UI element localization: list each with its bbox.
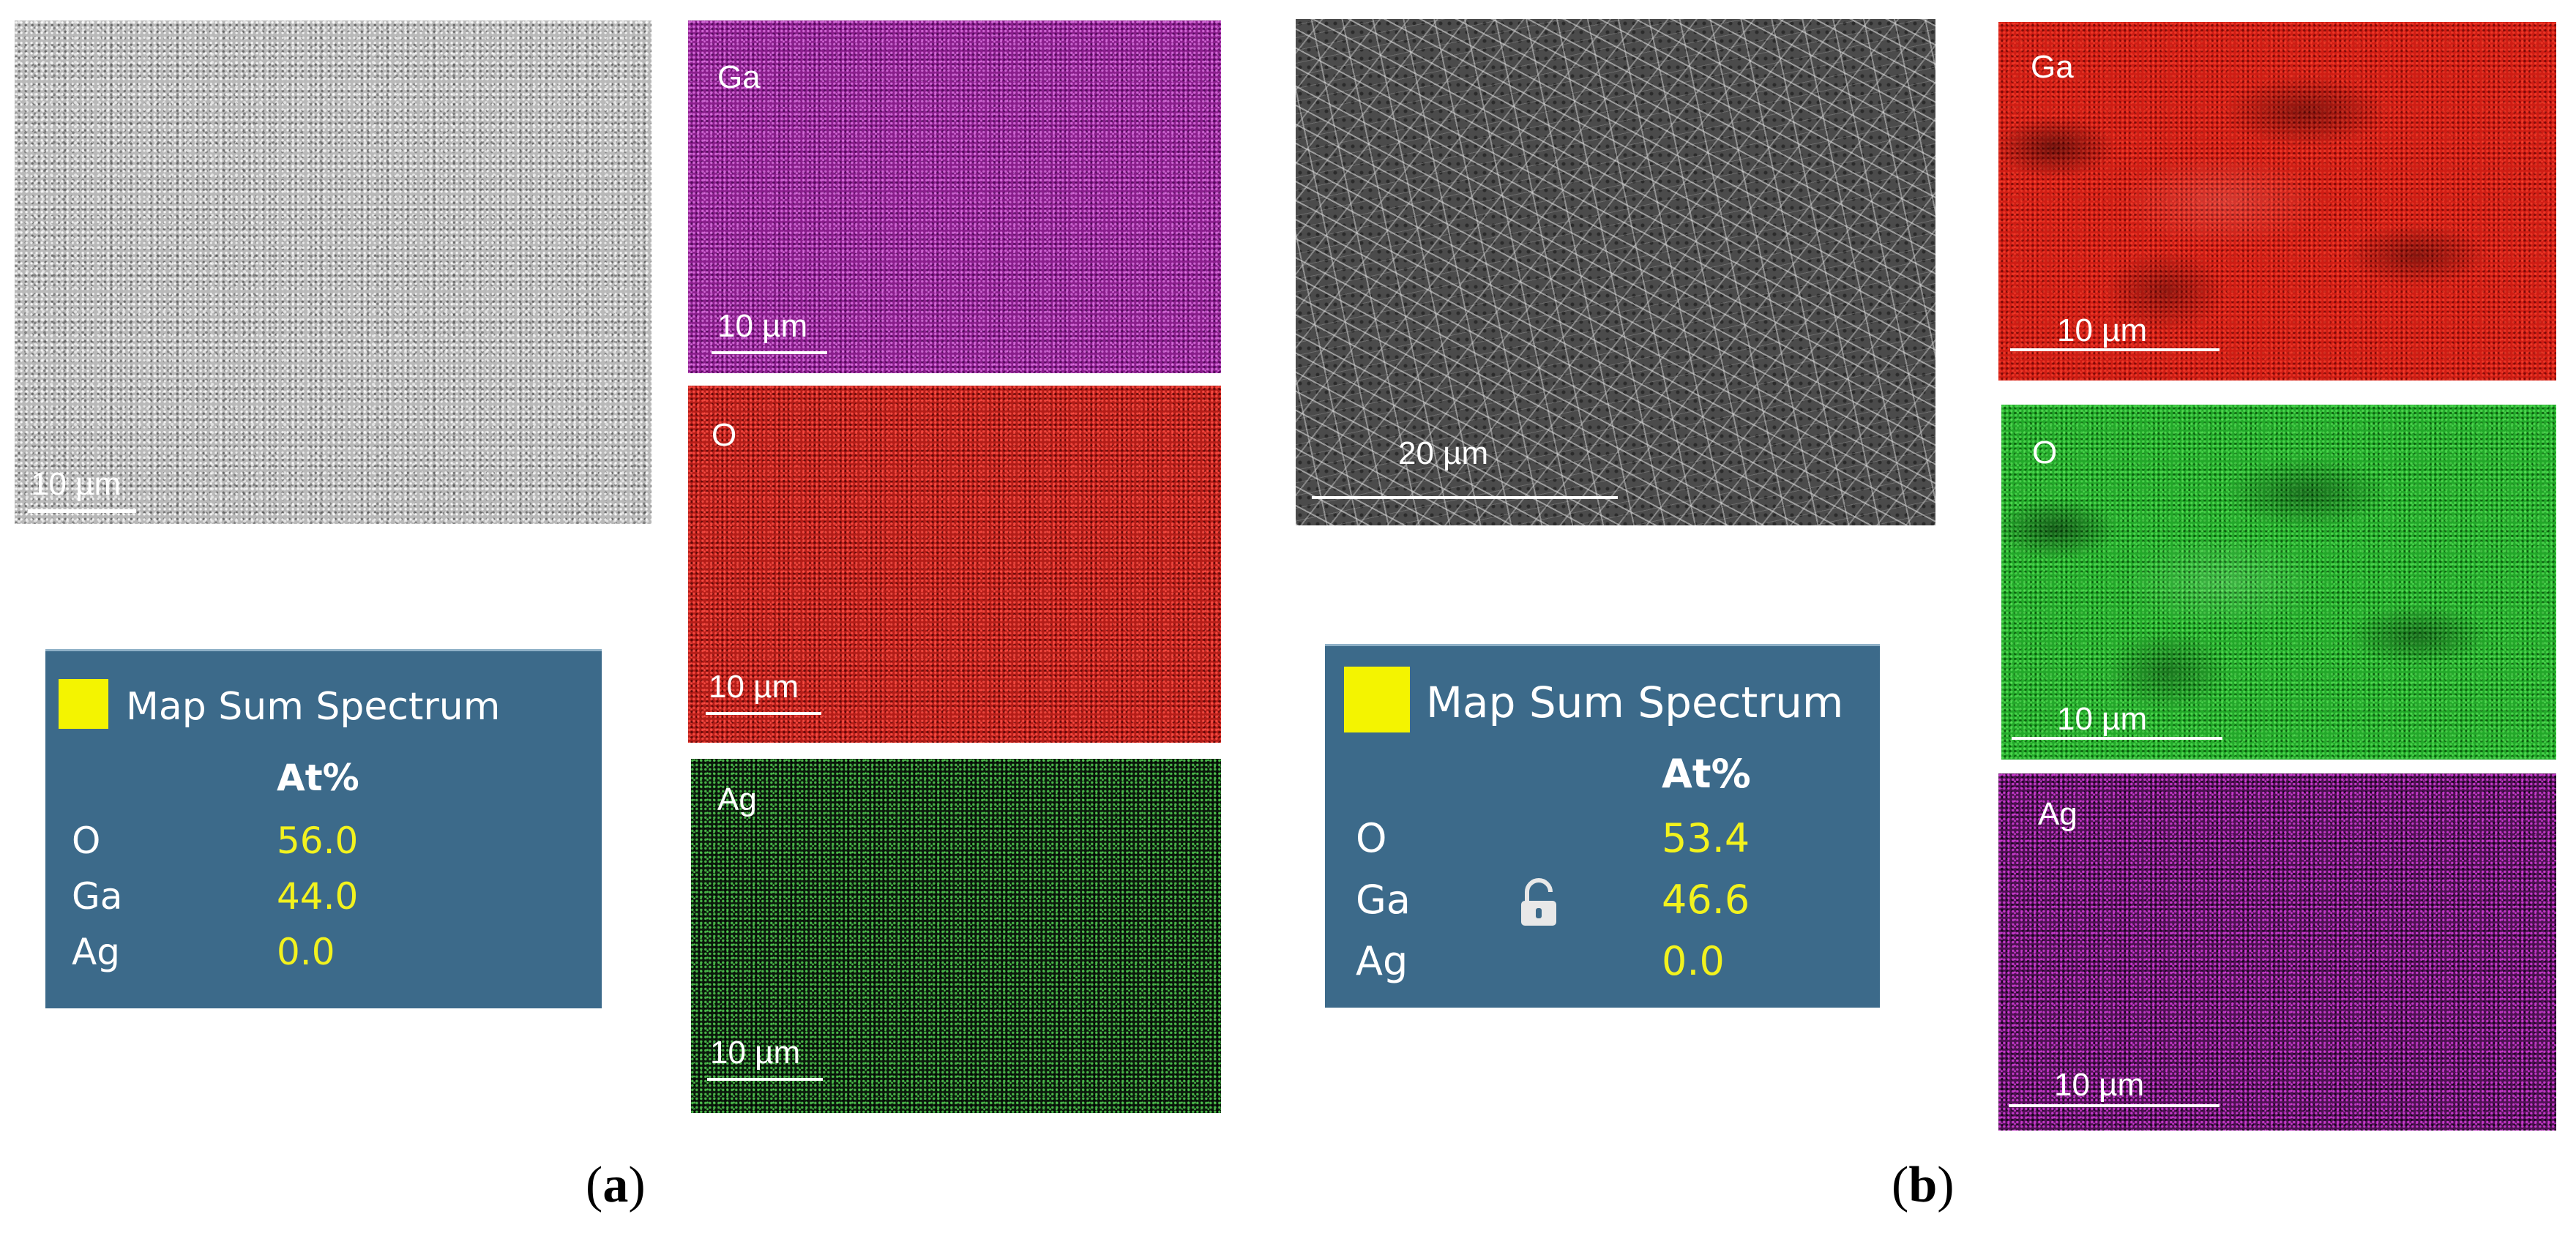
map-element-label: Ag: [717, 782, 757, 817]
map-scalebar-line: [712, 351, 827, 354]
map-scalebar-line: [2012, 737, 2222, 740]
map-scalebar-label: 10 µm: [2057, 701, 2148, 737]
map-scalebar-label: 10 µm: [2054, 1067, 2145, 1103]
spectrum-row-element: Ag: [72, 931, 120, 973]
spectrum-title: Map Sum Spectrum: [1426, 678, 1844, 727]
spectrum-column-header: At%: [1662, 751, 1751, 797]
spectrum-row-value: 44.0: [277, 875, 359, 918]
eds-map-b-ga: Ga 10 µm: [1998, 22, 2556, 381]
spectrum-row-element: Ga: [1356, 877, 1411, 923]
spectrum-row-value: 56.0: [277, 820, 359, 862]
spectrum-row-element: O: [1356, 815, 1387, 861]
spectrum-title: Map Sum Spectrum: [126, 685, 501, 729]
eds-map-b-ag: Ag 10 µm: [1998, 773, 2556, 1131]
map-density-shading: [2001, 405, 2556, 760]
map-texture: [688, 386, 1221, 743]
spectrum-column-header: At%: [277, 757, 359, 799]
panel-caption-b: (b): [1892, 1156, 1955, 1215]
sem-texture-b: [1296, 19, 1935, 525]
map-texture: [1998, 773, 2556, 1131]
sem-scalebar-label-a: 10 µm: [31, 466, 122, 502]
caption-paren-open: (: [586, 1157, 603, 1213]
spectrum-row-value: 0.0: [277, 931, 335, 973]
spectrum-row-value: 0.0: [1662, 938, 1725, 984]
map-scalebar-label: 10 µm: [710, 1035, 801, 1071]
map-scalebar-line: [2009, 1104, 2220, 1107]
spectrum-row-value: 46.6: [1662, 877, 1750, 923]
sem-image-b: 20 µm: [1296, 19, 1935, 525]
spectrum-table-a: Map Sum Spectrum At% O 56.0 Ga 44.0 Ag 0…: [45, 649, 602, 1008]
eds-map-a-ag: Ag 10 µm: [691, 759, 1221, 1113]
spectrum-color-swatch: [59, 679, 108, 729]
spectrum-row-element: Ag: [1356, 938, 1408, 984]
caption-paren-close: ): [1937, 1157, 1955, 1213]
spectrum-row-value: 53.4: [1662, 815, 1750, 861]
spectrum-color-swatch: [1344, 667, 1410, 732]
map-element-label: Ga: [2031, 49, 2074, 85]
map-scalebar-label: 10 µm: [709, 669, 799, 705]
caption-letter: b: [1908, 1157, 1938, 1213]
sem-scalebar-line-b: [1312, 496, 1618, 499]
map-element-label: Ga: [717, 59, 761, 95]
map-scalebar-label: 10 µm: [2057, 312, 2148, 348]
map-element-label: O: [2032, 435, 2058, 471]
spectrum-table-b: Map Sum Spectrum At% O 53.4 Ga 46.6 Ag 0…: [1325, 644, 1880, 1008]
sem-texture-a: [15, 20, 652, 524]
eds-map-a-o: O 10 µm: [688, 386, 1221, 743]
padlock-open-icon[interactable]: [1517, 877, 1561, 929]
map-texture: [691, 759, 1221, 1113]
map-texture: [1998, 22, 2556, 381]
map-scalebar-line: [707, 1078, 823, 1081]
map-element-label: O: [712, 417, 737, 453]
map-scalebar-line: [706, 712, 821, 715]
map-texture: [2001, 405, 2556, 760]
panel-caption-a: (a): [586, 1156, 646, 1215]
caption-letter: a: [602, 1157, 629, 1213]
caption-paren-open: (: [1892, 1157, 1909, 1213]
sem-image-a: 10 µm: [15, 20, 652, 524]
caption-paren-close: ): [628, 1157, 646, 1213]
sem-scalebar-label-b: 20 µm: [1398, 435, 1489, 471]
map-texture: [688, 20, 1221, 373]
map-density-shading: [1998, 22, 2556, 381]
map-element-label: Ag: [2038, 796, 2077, 832]
map-scalebar-line: [2010, 348, 2220, 351]
map-scalebar-label: 10 µm: [717, 308, 808, 344]
eds-map-a-ga: Ga 10 µm: [688, 20, 1221, 373]
spectrum-row-element: O: [72, 820, 101, 862]
eds-map-b-o: O 10 µm: [2001, 405, 2556, 760]
sem-scalebar-line-a: [28, 509, 136, 513]
spectrum-row-element: Ga: [72, 875, 123, 918]
